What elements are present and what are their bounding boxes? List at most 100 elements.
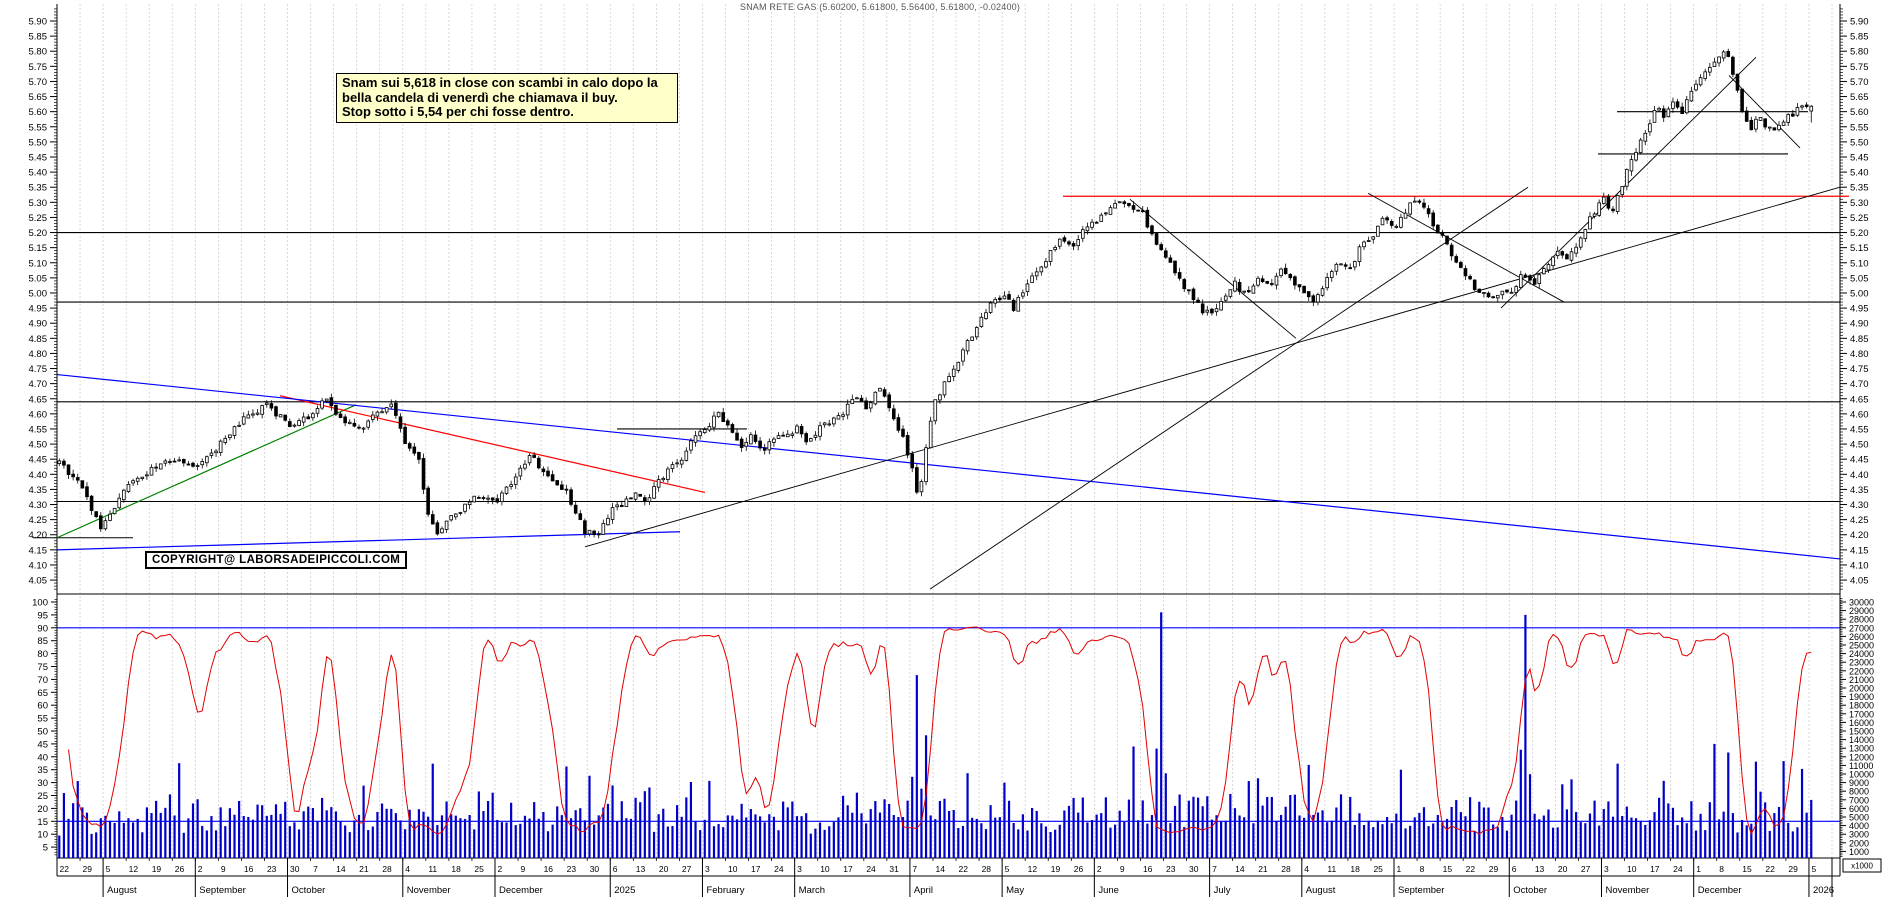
svg-text:70: 70 [37, 675, 48, 686]
svg-text:12: 12 [1028, 864, 1038, 874]
svg-text:4.60: 4.60 [1850, 409, 1869, 420]
svg-text:2: 2 [1097, 864, 1102, 874]
svg-text:4000: 4000 [1849, 821, 1869, 831]
svg-text:15: 15 [1742, 864, 1752, 874]
svg-text:April: April [914, 885, 933, 896]
chart-title: SNAM RETE GAS (5.60200, 5.61800, 5.56400… [739, 2, 1021, 12]
svg-text:17: 17 [1650, 864, 1660, 874]
svg-text:August: August [1306, 885, 1336, 896]
svg-text:18: 18 [451, 864, 461, 874]
svg-text:14000: 14000 [1849, 735, 1874, 745]
svg-text:6: 6 [1512, 864, 1517, 874]
svg-text:22: 22 [959, 864, 969, 874]
svg-text:4.55: 4.55 [1850, 424, 1869, 435]
support-resistance-lines [33, 111, 1849, 539]
svg-text:23000: 23000 [1849, 658, 1874, 668]
svg-text:4.25: 4.25 [1850, 515, 1869, 526]
svg-text:4.95: 4.95 [29, 304, 48, 315]
svg-text:5.75: 5.75 [1850, 62, 1869, 73]
svg-text:10: 10 [728, 864, 738, 874]
svg-text:100: 100 [32, 598, 48, 609]
svg-text:12000: 12000 [1849, 752, 1874, 762]
date-axis: 22 29 5 12 19 26 2 9 16 23 30 7 14 21 28 4 11 18 25 2 9 16 23 3… [56, 858, 1834, 897]
svg-text:40: 40 [37, 752, 48, 763]
svg-text:5.60: 5.60 [29, 107, 48, 118]
svg-text:60: 60 [37, 701, 48, 712]
svg-text:25: 25 [474, 864, 484, 874]
svg-text:35: 35 [37, 765, 48, 776]
svg-text:19: 19 [1051, 864, 1061, 874]
svg-text:85: 85 [37, 636, 48, 647]
svg-text:7: 7 [1212, 864, 1217, 874]
svg-text:4.65: 4.65 [1850, 394, 1869, 405]
svg-text:4: 4 [405, 864, 410, 874]
svg-text:3: 3 [797, 864, 802, 874]
svg-text:17000: 17000 [1849, 709, 1874, 719]
svg-text:4.30: 4.30 [29, 500, 48, 511]
svg-text:May: May [1006, 885, 1024, 896]
svg-text:4.35: 4.35 [1850, 485, 1869, 496]
svg-text:24: 24 [866, 864, 876, 874]
svg-text:2: 2 [198, 864, 203, 874]
svg-text:10000: 10000 [1849, 770, 1874, 780]
axes-layer: 5.90 5.90 5.85 5.85 5.80 5.80 5.75 5.75 5.70 5.70… [29, 4, 1874, 877]
svg-text:5.30: 5.30 [29, 198, 48, 209]
svg-text:19000: 19000 [1849, 692, 1874, 702]
svg-text:16: 16 [1143, 864, 1153, 874]
svg-text:5.45: 5.45 [1850, 152, 1869, 163]
svg-text:2025: 2025 [614, 885, 635, 896]
svg-text:22000: 22000 [1849, 666, 1874, 676]
svg-text:15: 15 [1443, 864, 1453, 874]
note-line-3: Stop sotto i 5,54 per chi fosse dentro. [342, 104, 574, 119]
svg-text:24: 24 [774, 864, 784, 874]
svg-text:x1000: x1000 [1851, 862, 1873, 871]
svg-text:30: 30 [590, 864, 600, 874]
svg-text:25000: 25000 [1849, 641, 1874, 651]
svg-text:5.10: 5.10 [29, 258, 48, 269]
svg-text:28: 28 [982, 864, 992, 874]
svg-text:December: December [499, 885, 543, 896]
svg-text:8000: 8000 [1849, 787, 1869, 797]
svg-text:4.85: 4.85 [29, 334, 48, 345]
note-line-1: Snam sui 5,618 in close con scambi in ca… [342, 75, 658, 90]
svg-text:4.80: 4.80 [1850, 349, 1869, 360]
svg-text:October: October [292, 885, 326, 896]
svg-text:29: 29 [83, 864, 93, 874]
svg-text:17: 17 [843, 864, 853, 874]
svg-text:5.55: 5.55 [29, 122, 48, 133]
svg-text:29: 29 [1788, 864, 1798, 874]
svg-text:90: 90 [37, 623, 48, 634]
svg-text:13: 13 [1535, 864, 1545, 874]
svg-text:2000: 2000 [1849, 838, 1869, 848]
svg-text:1000: 1000 [1849, 847, 1869, 857]
svg-text:5.90: 5.90 [29, 17, 48, 28]
svg-text:4.50: 4.50 [1850, 440, 1869, 451]
svg-text:4.10: 4.10 [1850, 560, 1869, 571]
svg-text:4.90: 4.90 [1850, 319, 1869, 330]
svg-text:June: June [1098, 885, 1119, 896]
svg-text:22: 22 [60, 864, 70, 874]
svg-text:18: 18 [1350, 864, 1360, 874]
svg-text:5.65: 5.65 [1850, 92, 1869, 103]
svg-text:September: September [199, 885, 245, 896]
svg-text:31: 31 [889, 864, 899, 874]
svg-text:5.65: 5.65 [29, 92, 48, 103]
svg-text:26: 26 [1074, 864, 1084, 874]
svg-text:5.35: 5.35 [1850, 183, 1869, 194]
svg-text:February: February [706, 885, 744, 896]
svg-text:6000: 6000 [1849, 804, 1869, 814]
svg-text:16: 16 [544, 864, 554, 874]
volume-bars [58, 612, 1813, 858]
svg-text:65: 65 [37, 688, 48, 699]
svg-text:11: 11 [428, 864, 437, 874]
svg-text:16: 16 [244, 864, 254, 874]
svg-text:25: 25 [1373, 864, 1383, 874]
svg-text:5.25: 5.25 [1850, 213, 1869, 224]
svg-text:5.55: 5.55 [1850, 122, 1869, 133]
svg-text:10: 10 [1627, 864, 1637, 874]
svg-text:14: 14 [336, 864, 346, 874]
svg-text:4.40: 4.40 [29, 470, 48, 481]
svg-text:4.50: 4.50 [29, 440, 48, 451]
note-line-2: bella candela di venerdì che chiamava il… [342, 89, 618, 105]
